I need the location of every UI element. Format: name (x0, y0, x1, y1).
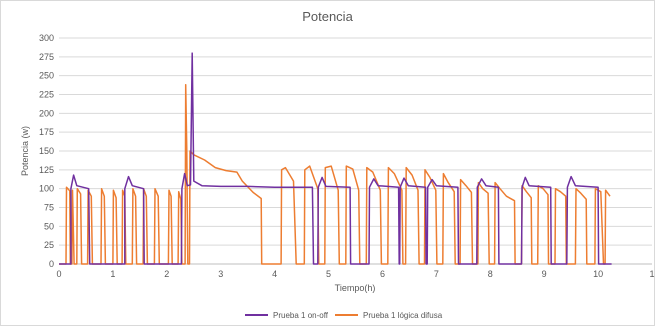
y-tick-label: 150 (39, 146, 54, 156)
y-tick-label: 250 (39, 71, 54, 81)
series-line-on-off (59, 52, 612, 265)
y-tick-label: 0 (49, 259, 54, 269)
x-tick-label: 7 (434, 269, 439, 279)
y-tick-label: 175 (39, 127, 54, 137)
legend-label-logica-difusa: Prueba 1 lógica difusa (363, 311, 443, 320)
series-lines (59, 52, 612, 265)
x-tick-label: 0 (56, 269, 61, 279)
series-line-logica-difusa (59, 83, 611, 265)
x-tick-label: 1 (110, 269, 115, 279)
x-tick-label: 5 (326, 269, 331, 279)
x-tick-label: 1 (649, 269, 654, 279)
grid-lines (59, 37, 652, 246)
y-tick-label: 300 (39, 33, 54, 43)
y-tick-labels: 0 25 50 75 100 125 150 175 200 225 250 275 300 (39, 33, 54, 269)
y-tick-label: 200 (39, 108, 54, 118)
y-axis-title: Potencia (w) (20, 126, 30, 176)
y-tick-label: 125 (39, 165, 54, 175)
y-tick-label: 75 (44, 203, 54, 213)
y-tick-label: 50 (44, 221, 54, 231)
y-tick-label: 225 (39, 90, 54, 100)
chart-title: Potencia (302, 9, 353, 24)
x-tick-label: 10 (593, 269, 603, 279)
legend: Prueba 1 on-off Prueba 1 lógica difusa (245, 311, 443, 320)
x-tick-label: 6 (380, 269, 385, 279)
x-axis-title: Tiempo(h) (335, 283, 376, 293)
y-tick-label: 275 (39, 52, 54, 62)
legend-label-on-off: Prueba 1 on-off (273, 311, 329, 320)
y-tick-label: 100 (39, 184, 54, 194)
x-tick-label: 8 (488, 269, 493, 279)
x-tick-label: 4 (272, 269, 277, 279)
x-tick-labels: 0 1 2 3 4 5 6 7 8 9 10 1 (56, 269, 654, 279)
x-tick-label: 9 (542, 269, 547, 279)
y-tick-label: 25 (44, 240, 54, 250)
x-tick-label: 2 (164, 269, 169, 279)
x-tick-label: 3 (218, 269, 223, 279)
